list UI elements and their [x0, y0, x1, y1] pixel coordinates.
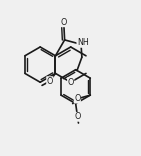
Text: O: O	[74, 94, 81, 103]
Text: O: O	[75, 112, 81, 121]
Text: O: O	[68, 78, 74, 87]
Text: O: O	[47, 77, 53, 86]
Text: O: O	[61, 18, 67, 27]
Text: NH: NH	[77, 38, 89, 47]
